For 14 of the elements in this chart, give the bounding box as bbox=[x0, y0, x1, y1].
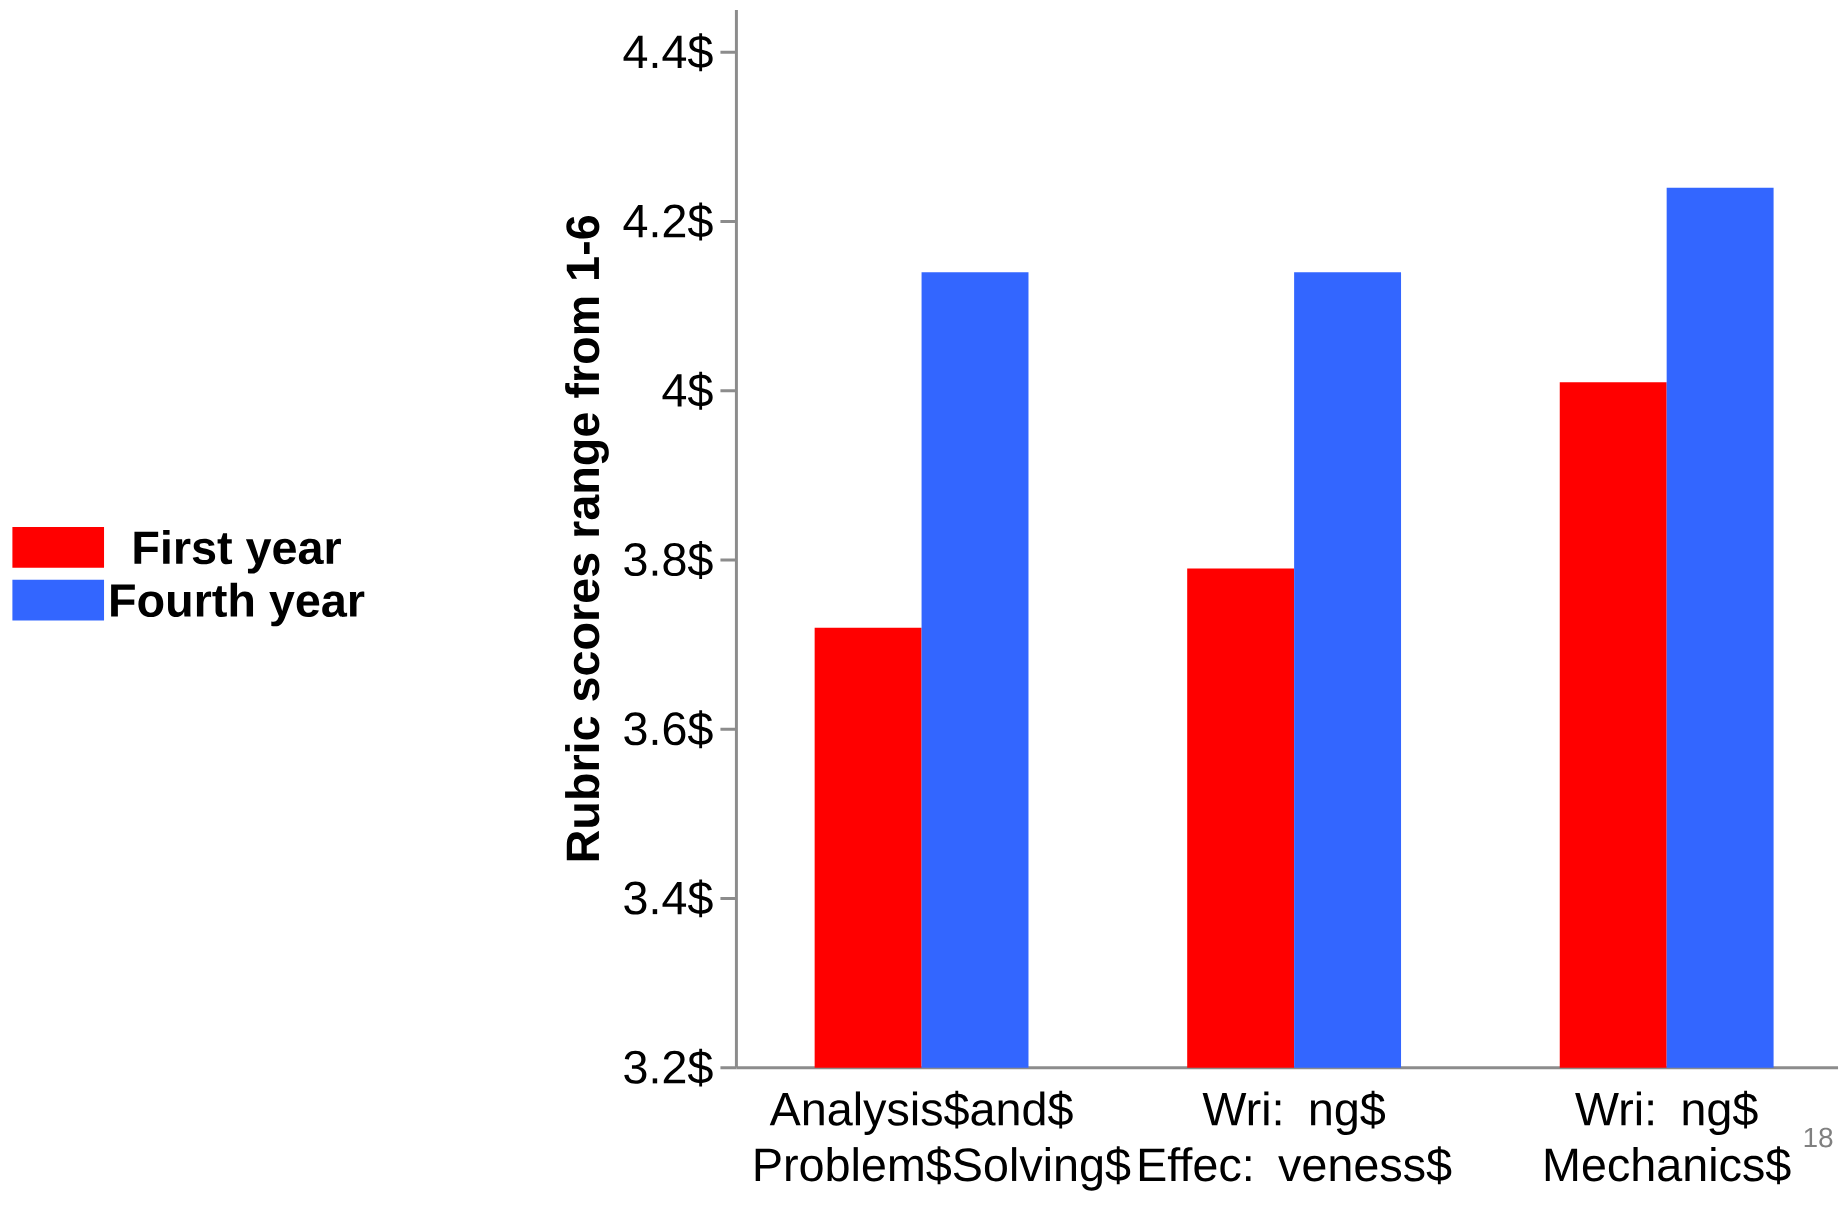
x-tick-label: Wri: ng$ Effec: veness$ bbox=[1139, 1090, 1452, 1185]
y-tick-label: 4$ bbox=[662, 371, 713, 410]
text: 18 bbox=[1804, 1127, 1833, 1148]
y-tick-label: 3.2$ bbox=[624, 1048, 713, 1087]
x-tick-label: Analysis$and$ Problem$Solving$ bbox=[755, 1090, 1131, 1191]
legend-label: Fourth year bbox=[111, 582, 365, 627]
y-tick-label: 3.8$ bbox=[624, 540, 713, 579]
y-tick-label: 3.6$ bbox=[624, 710, 713, 748]
x-tick-label: Wri: ng$ Mechanics$ bbox=[1545, 1090, 1791, 1185]
y-axis-title: Rubric scores range from 1-6 bbox=[565, 215, 609, 861]
y-tick-label: 4.2$ bbox=[623, 202, 713, 241]
legend-label: First year bbox=[134, 529, 341, 574]
y-tick-label: 3.4$ bbox=[624, 879, 713, 918]
y-tick-label: 4.4$ bbox=[623, 33, 713, 72]
